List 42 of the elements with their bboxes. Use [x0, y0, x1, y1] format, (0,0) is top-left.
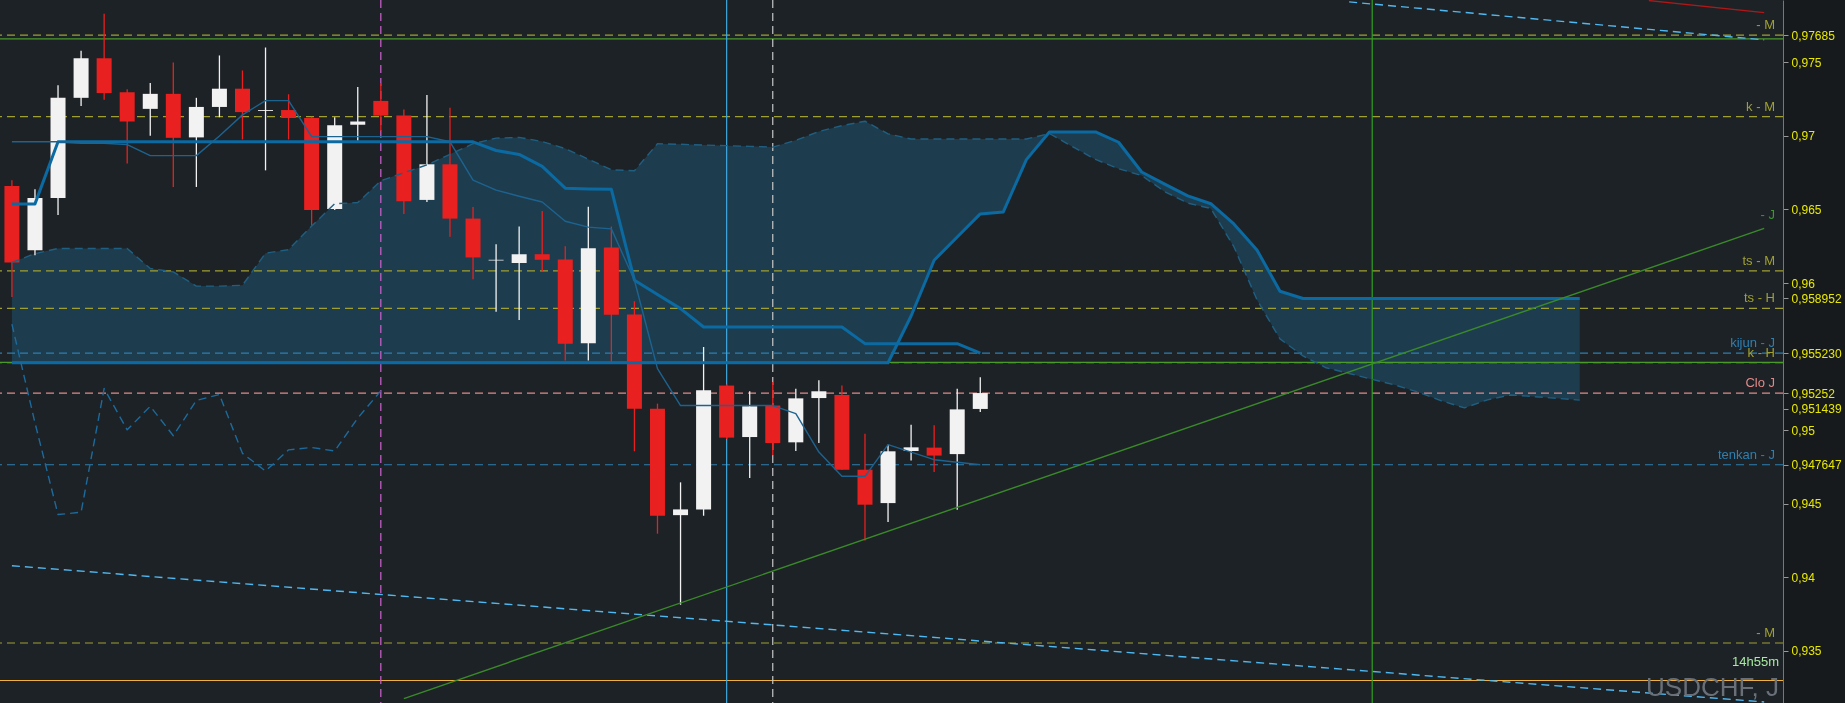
candlestick — [211, 54, 227, 118]
candlestick — [488, 243, 504, 313]
y-tick-label: 0,935 — [1791, 644, 1822, 659]
candlestick — [511, 225, 527, 321]
candlestick — [903, 424, 919, 462]
y-tick-label: 0,95 — [1791, 423, 1816, 438]
annotation: 14h55m — [1732, 654, 1779, 669]
y-tick-label: 0,958952 — [1791, 291, 1842, 306]
candlestick — [972, 376, 988, 413]
y-tick-label: 0,947647 — [1791, 458, 1842, 473]
ref-line-label: tenkan - J — [1717, 446, 1775, 462]
candlestick — [281, 93, 297, 141]
annotation: - J — [1760, 207, 1775, 222]
candlestick — [373, 82, 389, 132]
line-series — [11, 99, 981, 478]
y-tick-label: 0,94 — [1791, 570, 1816, 585]
ref-line-label: k - M — [1746, 98, 1775, 114]
candlestick — [258, 46, 274, 171]
line-series — [11, 323, 382, 516]
candlestick — [534, 210, 550, 272]
y-tick-label: 0,96 — [1791, 276, 1816, 291]
y-tick-label: 0,95252 — [1791, 386, 1836, 401]
candlestick — [926, 424, 942, 473]
ref-line-label: ts - M — [1742, 252, 1775, 268]
ref-line-label: - M — [1756, 624, 1775, 640]
line-series — [10, 130, 1582, 365]
y-tick-label: 0,975 — [1791, 55, 1822, 70]
y-tick-label: 0,951439 — [1791, 402, 1842, 417]
y-tick-label: 0,945 — [1791, 497, 1822, 512]
y-tick-label: 0,97 — [1791, 129, 1816, 144]
candlestick — [234, 69, 250, 141]
y-tick-label: 0,965 — [1791, 202, 1822, 217]
candlestick — [350, 86, 366, 142]
y-tick-label: 0,97685 — [1791, 28, 1836, 43]
ref-line-label: ts - H — [1743, 290, 1775, 306]
candlestick — [142, 82, 158, 137]
ref-line-label: - M — [1756, 17, 1775, 33]
annotation: USDCHF, J — [1646, 672, 1779, 702]
candlestick — [673, 481, 689, 606]
y-tick-label: 0,955230 — [1791, 346, 1842, 361]
ref-line-label: Clo J — [1745, 375, 1775, 391]
candlestick — [811, 379, 827, 444]
